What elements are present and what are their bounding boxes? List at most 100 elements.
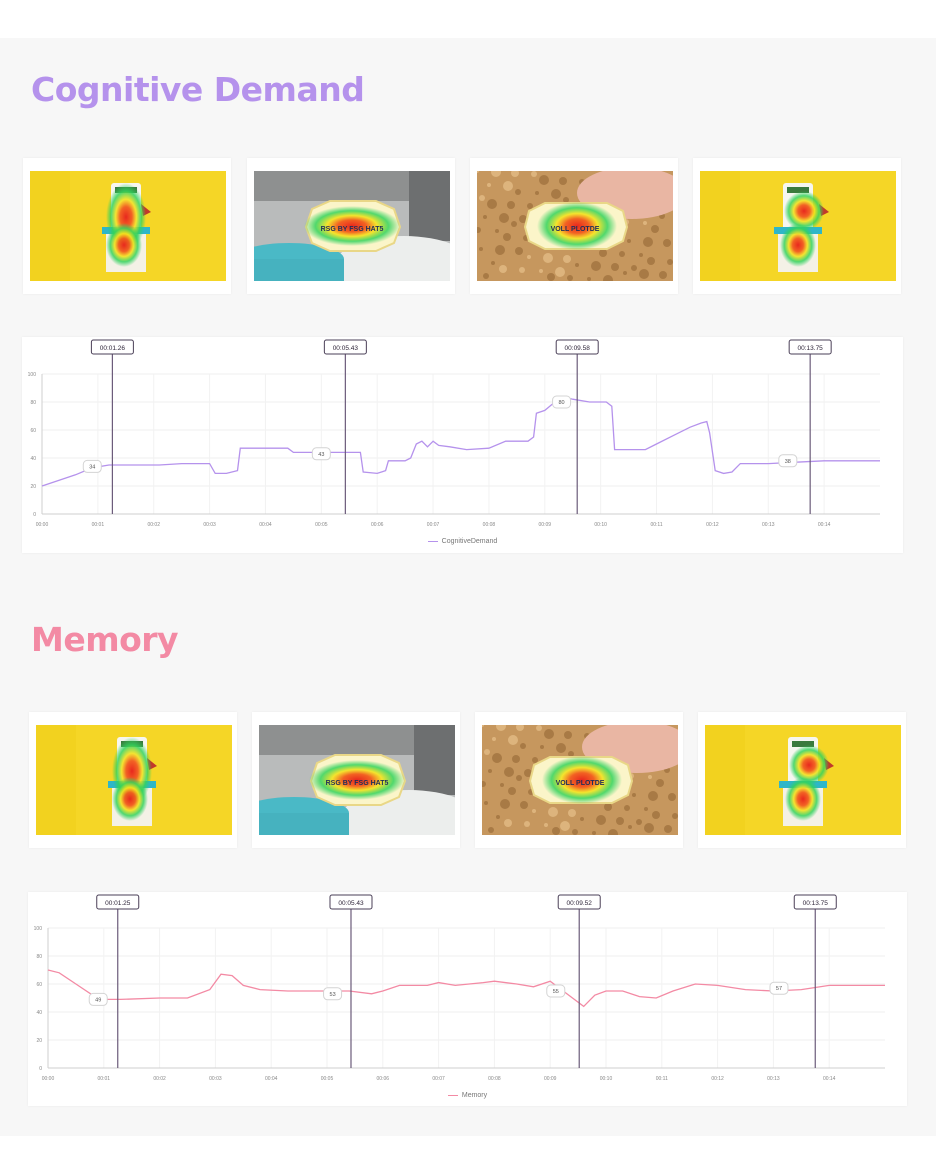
time-marker-box [329, 894, 373, 910]
label-text: VOLL PLOTDE [551, 226, 600, 233]
x-tick-label: 00:02 [153, 1076, 166, 1082]
heatmap-frame-image [700, 171, 896, 281]
time-marker-label: 00:13.75 [798, 345, 824, 352]
cognitive-demand-title: Cognitive Demand [31, 70, 365, 109]
label-text: RSG BY FSG HAT5 [326, 780, 389, 787]
label-text: RSG BY FSG HAT5 [321, 226, 384, 233]
time-marker-label: 00:05.43 [333, 345, 359, 352]
y-tick-label: 20 [36, 1038, 42, 1044]
x-tick-label: 00:06 [371, 522, 384, 528]
x-tick-label: 00:13 [767, 1076, 780, 1082]
x-tick-label: 00:14 [818, 522, 831, 528]
time-marker-label: 00:09.58 [565, 345, 591, 352]
cognitive-thumbnail-4[interactable] [693, 158, 901, 294]
time-marker-label: 00:09.52 [567, 900, 593, 907]
heatmap-blob [780, 223, 816, 267]
heatmap-blob [112, 777, 148, 821]
x-tick-label: 00:04 [259, 522, 272, 528]
x-tick-label: 00:09 [539, 522, 552, 528]
y-tick-label: 20 [30, 484, 36, 490]
y-tick-label: 40 [36, 1010, 42, 1016]
x-tick-label: 00:11 [650, 522, 662, 528]
time-marker-label: 00:01.25 [105, 900, 131, 907]
heatmap-blob [304, 206, 400, 246]
value-callout-label: 57 [776, 986, 782, 992]
heatmap-frame-image [705, 725, 901, 835]
heatmap-frame-image [36, 725, 232, 835]
cognitive-thumbnail-3[interactable]: VOLL PLOTDE [470, 158, 678, 294]
memory-title: Memory [31, 620, 179, 659]
cognitive-thumbnail-1[interactable] [23, 158, 231, 294]
y-tick-label: 100 [34, 926, 43, 932]
heatmap-blob [789, 745, 829, 785]
memory-thumbnail-1[interactable] [29, 712, 237, 848]
y-tick-label: 80 [36, 954, 42, 960]
cognitive-demand-plot: 0 20 40 60 80 100 00:00 00:01 00:02 00:03 00:04 00:… [28, 339, 880, 528]
x-tick-label: 00:05 [321, 1076, 334, 1082]
time-marker-box [555, 339, 599, 355]
value-callout-label: 49 [95, 997, 101, 1003]
time-marker-label: 00:13.75 [803, 900, 829, 907]
x-tick-label: 00:10 [600, 1076, 613, 1082]
heatmap-frame-image: RSG BY FSG HAT5 [259, 725, 455, 835]
chart-legend: CognitiveDemand [22, 538, 903, 545]
heatmap-blob [309, 760, 405, 800]
memory-thumbnail-2[interactable]: RSG BY FSG HAT5 [252, 712, 460, 848]
x-tick-label: 00:07 [432, 1076, 445, 1082]
memory-chart: 0 20 40 60 80 100 00:00 00:01 00:02 00:03 00:04 00:… [28, 892, 907, 1106]
y-tick-label: 80 [30, 400, 36, 406]
x-tick-label: 00:07 [427, 522, 440, 528]
cognitive-thumbnail-2[interactable]: RSG BY FSG HAT5 [247, 158, 455, 294]
x-tick-label: 00:11 [656, 1076, 668, 1082]
value-callout-box [552, 395, 572, 409]
time-marker-box [788, 339, 832, 355]
value-callout-box [778, 454, 798, 468]
time-marker-box [90, 339, 134, 355]
heatmap-frame-image: VOLL PLOTDE [477, 171, 673, 281]
x-tick-label: 00:10 [594, 522, 607, 528]
x-tick-label: 00:09 [544, 1076, 557, 1082]
x-tick-label: 00:02 [147, 522, 160, 528]
series-line [41, 395, 880, 487]
heatmap-frame-image: VOLL PLOTDE [482, 725, 678, 835]
time-marker-box [793, 894, 837, 910]
x-tick-label: 00:05 [315, 522, 328, 528]
value-callout-label: 34 [89, 464, 95, 470]
heatmap-frame-image [30, 171, 226, 281]
value-callout-box [546, 984, 566, 998]
legend-label: CognitiveDemand [441, 538, 498, 545]
y-tick-label: 60 [30, 428, 36, 434]
x-tick-label: 00:01 [98, 1076, 111, 1082]
x-tick-label: 00:08 [483, 522, 496, 528]
value-callout-label: 43 [318, 452, 324, 458]
legend-swatch [427, 540, 438, 542]
value-callout-label: 38 [785, 459, 791, 465]
chart-legend: Memory [28, 1092, 907, 1099]
series-line [47, 969, 885, 1008]
time-marker-label: 00:01.26 [100, 345, 126, 352]
x-tick-label: 00:03 [209, 1076, 222, 1082]
y-tick-label: 40 [30, 456, 36, 462]
heatmap-blob [784, 191, 824, 231]
y-tick-label: 100 [28, 372, 37, 378]
value-callout-box [311, 447, 331, 461]
cognitive-demand-chart: 0 20 40 60 80 100 00:00 00:01 00:02 00:03 00:04 00:… [22, 337, 903, 553]
x-tick-label: 00:00 [42, 1076, 55, 1082]
value-callout-box [82, 459, 102, 473]
x-tick-label: 00:00 [36, 522, 49, 528]
memory-thumbnail-4[interactable] [698, 712, 906, 848]
legend-label: Memory [461, 1092, 488, 1099]
x-tick-label: 00:03 [203, 522, 216, 528]
x-tick-label: 00:06 [377, 1076, 390, 1082]
time-marker-box [323, 339, 367, 355]
time-marker-box [557, 894, 601, 910]
y-tick-label: 0 [39, 1066, 42, 1072]
x-tick-label: 00:01 [92, 522, 105, 528]
value-callout-label: 53 [330, 992, 336, 998]
value-callout-label: 80 [558, 400, 564, 406]
value-callout-box [88, 992, 108, 1006]
memory-thumbnail-3[interactable]: VOLL PLOTDE [475, 712, 683, 848]
time-marker-box [96, 894, 140, 910]
x-tick-label: 00:14 [823, 1076, 836, 1082]
memory-plot: 0 20 40 60 80 100 00:00 00:01 00:02 00:03 00:04 00:… [34, 894, 885, 1082]
